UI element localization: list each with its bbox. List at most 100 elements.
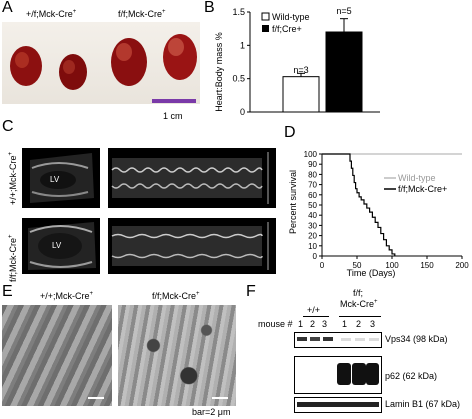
bar-chart: Heart:Body mass % 0 0.5 1 1.5 Wild-type f/f… [214, 6, 380, 117]
lv-label: LV [52, 241, 62, 250]
panel-letter-f: F [246, 283, 256, 300]
echo-image-ko: LV [22, 218, 100, 274]
y-tick-label: 90 [308, 160, 317, 169]
y-tick-label: 0.5 [232, 74, 245, 84]
y-tick-label: 30 [308, 221, 317, 230]
y-tick-label: 1.5 [232, 7, 245, 17]
y-tick-label: 50 [308, 201, 317, 210]
band [297, 337, 307, 341]
row2-label: f/f;Mck-Cre+ [8, 234, 18, 282]
y-tick-label: 100 [304, 150, 318, 159]
label-text: +/+;Mck-Cre [8, 155, 18, 205]
blot-laminb1 [294, 397, 382, 413]
lane-number: 2 [356, 319, 362, 329]
em-scale-bar [212, 397, 228, 399]
survival-legend: Wild-type f/f;Mck-Cre+ [384, 173, 447, 194]
group-ko-label-2: Mck-Cre+ [340, 299, 378, 309]
panel-e-label-ko: f/f;Mck-Cre+ [152, 291, 200, 301]
group-ko-line [339, 316, 381, 317]
n-label-wt: n=3 [293, 65, 308, 75]
band [310, 337, 320, 341]
y-tick-label: 80 [308, 170, 317, 179]
row1-label: +/+;Mck-Cre+ [8, 152, 18, 205]
label-text: f/f;Mck-Cre [118, 9, 162, 19]
blot-label-vps34: Vps34 (98 kDa) [385, 334, 448, 344]
label-sup: + [374, 299, 378, 305]
panel-e-label-wt: +/+;Mck-Cre+ [40, 291, 93, 301]
x-tick-label: 150 [420, 261, 434, 270]
em-image-wt [2, 305, 112, 406]
mmode-image-wt [108, 148, 276, 208]
band [297, 402, 379, 407]
panel-a-label-ko: f/f;Mck-Cre+ [118, 9, 166, 19]
band [341, 338, 351, 341]
survival-chart: Percent survival Time (Days) 01020304050… [288, 150, 470, 278]
x-tick-label: 0 [320, 261, 325, 270]
bar [282, 76, 320, 113]
lane-number: 3 [370, 319, 376, 329]
y-tick-label: 1 [240, 40, 245, 50]
scale-label: 1 cm [163, 111, 183, 121]
band [366, 363, 379, 385]
lane-number: 1 [298, 319, 304, 329]
y-tick-label: 0 [313, 252, 318, 261]
legend-swatch-ko [262, 25, 269, 32]
lane-number: 1 [342, 319, 348, 329]
blot-vps34 [294, 332, 382, 348]
group-wt-label: +/+ [307, 305, 321, 315]
legend-label-wt: Wild-type [272, 12, 310, 22]
blot-p62 [294, 356, 382, 394]
band [337, 363, 351, 385]
band [352, 363, 366, 385]
label-text: Mck-Cre [340, 299, 374, 309]
echo-image-wt-svg: LV [30, 153, 94, 203]
y-tick-label: 60 [308, 191, 317, 200]
scale-bar [152, 99, 196, 103]
y-axis-label: Heart:Body mass % [214, 32, 224, 112]
mmode-image-ko-svg [111, 222, 269, 270]
label-sup: + [196, 291, 200, 297]
y-tick-label: 70 [308, 181, 317, 190]
series-line-ko [322, 153, 396, 256]
lv-label: LV [50, 175, 60, 184]
lane-number: 2 [310, 319, 316, 329]
group-ko-label-1: f/f; [353, 288, 364, 298]
x-axis-label: Time (Days) [347, 268, 396, 278]
legend-swatch-wt [261, 12, 270, 21]
label-text: +/f;Mck-Cre [26, 9, 73, 19]
label-text: f/f;Mck-Cre [152, 291, 196, 301]
x-tick-label: 200 [455, 261, 469, 270]
y-tick-label: 10 [308, 242, 317, 251]
echo-image-wt: LV [22, 148, 100, 208]
x-tick-label: 50 [353, 261, 362, 270]
mmode-image-ko [108, 218, 276, 274]
survival-chart-lines [322, 153, 462, 256]
em-scale-label: bar=2 μm [192, 407, 231, 417]
label-sup: + [72, 9, 77, 15]
y-tick-label: 20 [308, 232, 317, 241]
blot-label-p62: p62 (62 kDa) [385, 371, 438, 381]
panel-letter-b: B [204, 0, 215, 16]
legend-label-wt: Wild-type [398, 173, 436, 183]
legend-label-ko: f/f;Cre+ [272, 24, 302, 34]
band [369, 338, 379, 341]
panel-letter-a: A [2, 0, 13, 16]
em-image-ko [118, 305, 236, 406]
x-tick-label: 100 [385, 261, 399, 270]
blot-label-laminb1: Lamin B1 (67 kDa) [385, 399, 461, 409]
bar-chart-bars [282, 18, 363, 113]
mouse-number-label: mouse # [258, 319, 293, 329]
n-label-ko: n=5 [336, 6, 351, 16]
panel-letter-e: E [2, 283, 13, 300]
bar-legend: Wild-type f/f;Cre+ [261, 12, 310, 34]
label-text: +/+;Mck-Cre [40, 291, 90, 301]
y-axis-label: Percent survival [288, 170, 298, 234]
label-sup: + [162, 9, 166, 15]
panel-letter-c: C [2, 118, 14, 135]
label-sup: + [8, 151, 14, 156]
bar [325, 31, 363, 113]
em-scale-bar [88, 397, 104, 399]
panel-letter-d: D [284, 124, 296, 141]
legend-label-ko: f/f;Mck-Cre+ [398, 184, 447, 194]
